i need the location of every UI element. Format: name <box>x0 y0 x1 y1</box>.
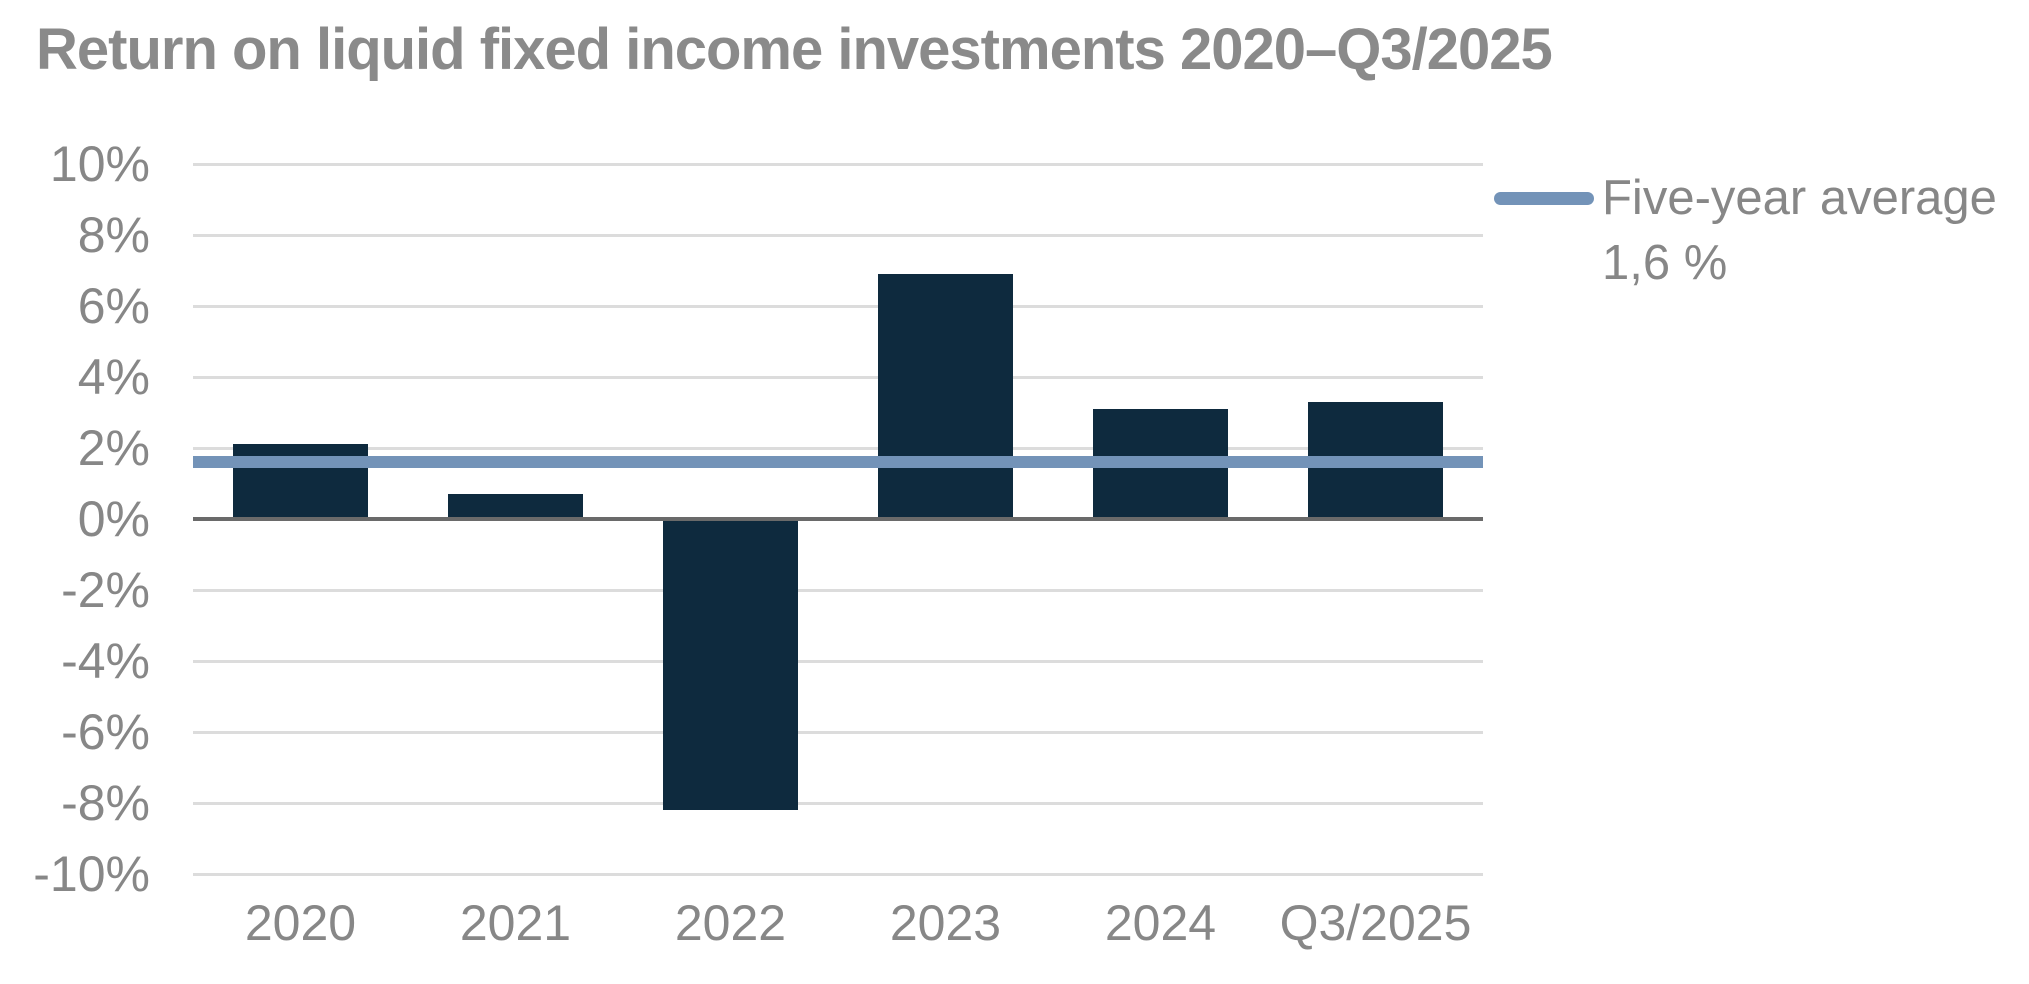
x-tick-label: 2020 <box>244 895 357 951</box>
gridline <box>193 801 1483 805</box>
legend-label-line2: 1,6 % <box>1602 236 1728 290</box>
average-line-legend-marker <box>1494 192 1594 205</box>
bar-2021 <box>447 494 584 519</box>
x-tick-label: 2021 <box>459 895 572 951</box>
x-axis-zero-line <box>193 517 1483 521</box>
chart-title: Return on liquid fixed income investment… <box>36 17 1553 82</box>
gridline <box>193 162 1483 166</box>
x-tick-label: Q3/2025 <box>1279 895 1472 951</box>
gridline <box>193 730 1483 734</box>
y-tick-label: 4% <box>77 349 150 405</box>
y-tick-label: 2% <box>77 420 150 476</box>
gridline <box>193 304 1483 308</box>
y-tick-label: -6% <box>61 704 150 760</box>
y-tick-label: -10% <box>33 846 150 902</box>
legend-label-line1: Five-year average <box>1602 171 1997 225</box>
y-tick-label: 0% <box>77 491 150 547</box>
bar-2023 <box>877 274 1014 519</box>
legend: Five-year average 1,6 % <box>1494 166 1997 296</box>
y-tick-label: 10% <box>49 136 150 192</box>
five-year-average-line <box>193 456 1483 469</box>
legend-label: Five-year average 1,6 % <box>1602 166 1997 296</box>
y-tick-label: -2% <box>61 562 150 618</box>
plot-area <box>193 162 1483 876</box>
gridline <box>193 233 1483 237</box>
y-tick-label: -8% <box>61 775 150 831</box>
y-tick-label: -4% <box>61 633 150 689</box>
gridline <box>193 659 1483 663</box>
y-tick-label: 8% <box>77 207 150 263</box>
y-tick-label: 6% <box>77 278 150 334</box>
x-tick-label: 2022 <box>674 895 787 951</box>
gridline <box>193 588 1483 592</box>
gridline <box>193 446 1483 450</box>
gridline <box>193 375 1483 379</box>
gridline <box>193 872 1483 876</box>
x-tick-label: 2023 <box>889 895 1002 951</box>
x-tick-label: 2024 <box>1104 895 1217 951</box>
bar-2022 <box>662 519 799 811</box>
